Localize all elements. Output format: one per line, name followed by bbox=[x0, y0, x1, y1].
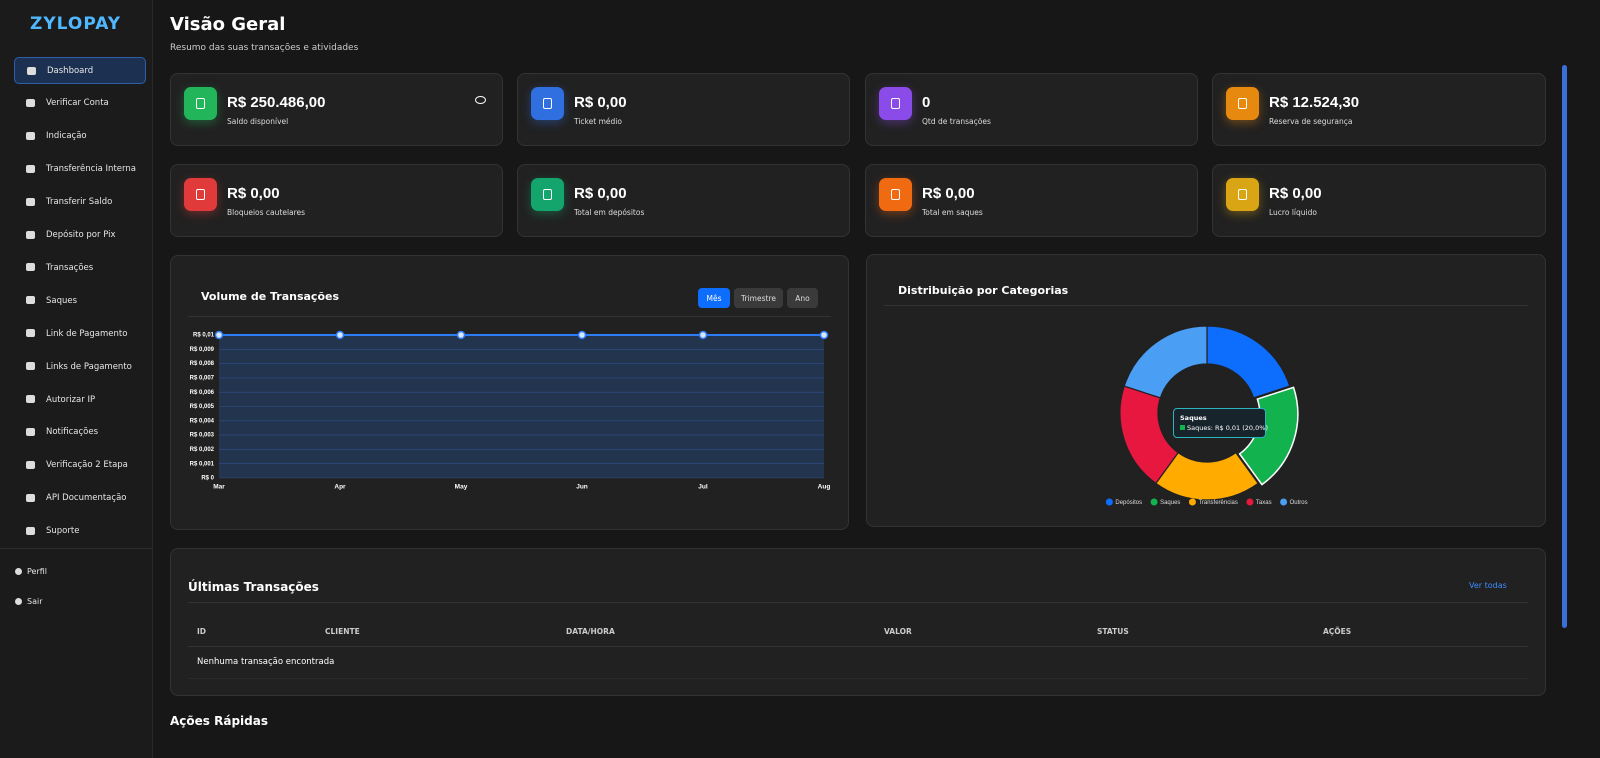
menu-item[interactable]: Verificação 2 Etapa bbox=[14, 452, 146, 479]
menu-icon bbox=[26, 263, 35, 272]
divider bbox=[884, 305, 1528, 306]
page-subtitle: Resumo das suas transações e atividades bbox=[170, 43, 359, 53]
card-icon bbox=[184, 178, 217, 211]
stat-card: R$ 12.524,30 Reserva de segurança bbox=[1212, 73, 1546, 146]
card-label: Ticket médio bbox=[574, 117, 622, 126]
tooltip: Saques Saques: R$ 0,01 (20,0%) bbox=[1173, 408, 1268, 438]
menu-icon bbox=[26, 395, 35, 403]
menu-icon bbox=[26, 98, 35, 107]
menu-icon bbox=[15, 598, 22, 605]
menu-item[interactable]: Saques bbox=[14, 287, 146, 314]
card-icon bbox=[879, 178, 912, 211]
menu-icon bbox=[26, 164, 35, 173]
menu-icon bbox=[27, 67, 36, 75]
menu-icon bbox=[15, 568, 22, 575]
table-title: Últimas Transações bbox=[188, 580, 319, 594]
menu-item[interactable]: Perfil bbox=[0, 558, 132, 585]
menu-icon bbox=[26, 131, 35, 140]
menu-icon bbox=[26, 427, 35, 436]
card-label: Bloqueios cautelares bbox=[227, 208, 306, 217]
card-icon bbox=[1226, 178, 1259, 211]
stat-card: R$ 0,00 Ticket médio bbox=[517, 73, 850, 146]
tooltip-title: Saques bbox=[1180, 414, 1207, 422]
brand: ZYLOPAY bbox=[30, 14, 122, 34]
menu-item[interactable]: Link de Pagamento bbox=[14, 320, 146, 347]
menu-item[interactable]: Transferir Saldo bbox=[14, 189, 146, 216]
period-button[interactable]: Mês bbox=[698, 288, 730, 308]
menu-item[interactable]: Transações bbox=[14, 254, 146, 281]
separator bbox=[0, 548, 152, 549]
card-label: Lucro líquido bbox=[1269, 208, 1317, 217]
card-icon bbox=[531, 87, 564, 120]
card-icon bbox=[879, 87, 912, 120]
menu-item[interactable]: Indicação bbox=[14, 123, 146, 150]
divider bbox=[188, 316, 831, 317]
menu-icon bbox=[26, 329, 35, 338]
tooltip-swatch bbox=[1180, 425, 1185, 430]
menu-icon bbox=[26, 362, 35, 371]
divider bbox=[188, 602, 1528, 603]
table-header: STATUS bbox=[1097, 627, 1129, 636]
menu-item[interactable]: Autorizar IP bbox=[14, 386, 146, 413]
see-all-link[interactable]: Ver todas bbox=[1469, 581, 1507, 590]
table-header: AÇÕES bbox=[1323, 627, 1352, 636]
table-header: ID bbox=[197, 627, 207, 636]
menu-icon bbox=[26, 230, 35, 239]
table-header: DATA/HORA bbox=[566, 627, 615, 636]
table-header: VALOR bbox=[884, 627, 912, 636]
sidebar: ZYLOPAY Dashboard Verificar Conta Indicaçã… bbox=[0, 0, 153, 758]
menu-item[interactable]: Notificações bbox=[14, 419, 146, 446]
menu-item[interactable]: Dashboard bbox=[14, 57, 146, 84]
card-value: R$ 0,00 bbox=[1269, 185, 1322, 202]
card-label: Saldo disponível bbox=[227, 117, 289, 126]
section-title: Ações Rápidas bbox=[170, 714, 268, 728]
line-title: Volume de Transações bbox=[201, 290, 340, 303]
card-value: R$ 12.524,30 bbox=[1269, 94, 1360, 111]
tooltip-text: Saques: R$ 0,01 (20,0%) bbox=[1187, 424, 1268, 432]
card-value: R$ 0,00 bbox=[922, 185, 975, 202]
card-label: Total em saques bbox=[922, 208, 983, 217]
table-panel bbox=[170, 548, 1546, 696]
menu-item[interactable]: Depósito por Pix bbox=[14, 222, 146, 249]
card-icon bbox=[531, 178, 564, 211]
menu-icon bbox=[26, 493, 35, 502]
table-header: CLIENTE bbox=[325, 627, 360, 636]
stat-card: R$ 0,00 Total em depósitos bbox=[517, 164, 850, 237]
divider bbox=[188, 646, 1528, 647]
card-label: Total em depósitos bbox=[574, 208, 645, 217]
card-icon bbox=[184, 87, 217, 120]
page-title: Visão Geral bbox=[170, 14, 286, 35]
card-value: R$ 250.486,00 bbox=[227, 94, 326, 111]
empty-message: Nenhuma transação encontrada bbox=[197, 657, 335, 667]
card-value: R$ 0,00 bbox=[574, 185, 627, 202]
menu-icon bbox=[26, 460, 35, 469]
menu-item[interactable]: Links de Pagamento bbox=[14, 353, 146, 380]
stat-card: R$ 250.486,00 Saldo disponível bbox=[170, 73, 503, 146]
card-label: Reserva de segurança bbox=[1269, 117, 1353, 126]
period-button[interactable]: Trimestre bbox=[734, 288, 783, 308]
donut-title: Distribuição por Categorias bbox=[898, 284, 1069, 297]
stat-card: R$ 0,00 Lucro líquido bbox=[1212, 164, 1546, 237]
menu-item[interactable]: Transferência Interna bbox=[14, 156, 146, 183]
stat-card: R$ 0,00 Total em saques bbox=[865, 164, 1198, 237]
menu-icon bbox=[26, 197, 35, 206]
visibility-toggle[interactable] bbox=[475, 96, 486, 104]
menu-item[interactable]: Verificar Conta bbox=[14, 90, 146, 117]
card-icon bbox=[1226, 87, 1259, 120]
stat-card: 0 Qtd de transações bbox=[865, 73, 1198, 146]
stat-card: R$ 0,00 Bloqueios cautelares bbox=[170, 164, 503, 237]
menu-icon bbox=[26, 296, 35, 305]
divider bbox=[188, 678, 1528, 679]
scrollbar[interactable] bbox=[1562, 65, 1567, 628]
card-value: 0 bbox=[922, 94, 931, 111]
menu-item[interactable]: Sair bbox=[0, 588, 132, 615]
card-value: R$ 0,00 bbox=[574, 94, 627, 111]
period-button[interactable]: Ano bbox=[787, 288, 818, 308]
card-label: Qtd de transações bbox=[922, 117, 991, 126]
menu-icon bbox=[26, 526, 35, 535]
card-value: R$ 0,00 bbox=[227, 185, 280, 202]
menu-item[interactable]: Suporte bbox=[14, 518, 146, 545]
menu-item[interactable]: API Documentação bbox=[14, 485, 146, 512]
